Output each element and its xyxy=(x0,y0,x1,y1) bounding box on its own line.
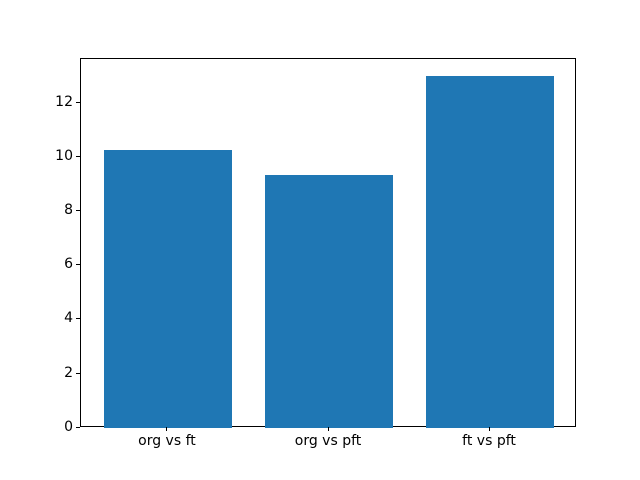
x-tick-mark xyxy=(166,427,168,432)
x-tick-mark xyxy=(488,427,490,432)
bar-ft-vs-pft xyxy=(425,76,555,429)
y-tick-label: 2 xyxy=(64,364,73,381)
y-tick-mark xyxy=(76,210,80,212)
y-tick-label: 12 xyxy=(55,93,73,110)
plot-area xyxy=(80,57,576,429)
y-tick-label: 8 xyxy=(64,202,73,219)
y-tick-mark xyxy=(76,318,80,320)
y-tick-mark xyxy=(76,101,80,103)
x-tick-label: org vs pft xyxy=(294,432,362,449)
y-tick-mark xyxy=(76,264,80,266)
y-tick-mark xyxy=(76,372,80,374)
x-tick-mark xyxy=(327,427,329,432)
y-tick-label: 10 xyxy=(55,147,73,164)
x-tick-label: ft vs pft xyxy=(462,432,516,449)
y-tick-mark xyxy=(76,426,80,428)
y-tick-label: 6 xyxy=(64,256,73,273)
y-tick-label: 0 xyxy=(64,418,73,435)
bar-org-vs-ft xyxy=(103,150,233,429)
y-tick-label: 4 xyxy=(64,310,73,327)
bar-org-vs-pft xyxy=(264,175,394,429)
y-tick-mark xyxy=(76,155,80,157)
x-tick-label: org vs ft xyxy=(138,432,196,449)
